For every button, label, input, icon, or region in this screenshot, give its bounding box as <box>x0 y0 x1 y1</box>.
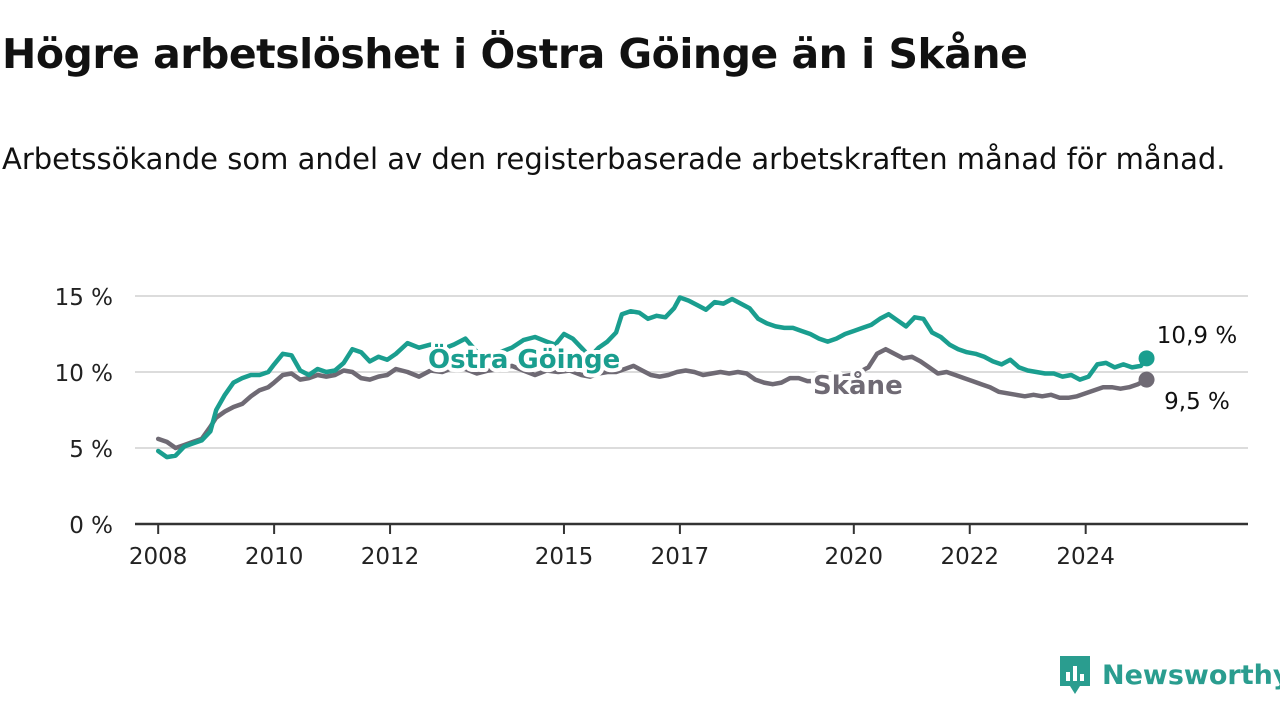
series-end-label: 9,5 % <box>1164 389 1230 415</box>
series-line <box>155 295 1149 460</box>
x-tick-label: 2020 <box>825 544 884 570</box>
y-tick-label: 10 % <box>55 361 113 387</box>
series-line <box>155 346 1149 451</box>
y-tick-label: 5 % <box>69 437 113 463</box>
chart-title: Högre arbetslöshet i Östra Göinge än i S… <box>2 30 1028 78</box>
x-tick-label: 2015 <box>535 544 594 570</box>
y-tick-label: 15 % <box>55 285 113 311</box>
x-tick-label: 2022 <box>940 544 999 570</box>
x-tick-label: 2008 <box>129 544 188 570</box>
series-name-label: Östra Göinge <box>428 342 620 375</box>
y-tick-label: 0 % <box>69 513 113 539</box>
x-tick-label: 2010 <box>245 544 304 570</box>
x-tick-label: 2012 <box>361 544 420 570</box>
chart-subtitle: Arbetssökande som andel av den registerb… <box>2 142 1226 176</box>
x-tick-label: 2017 <box>651 544 710 570</box>
label-layer: Östra Göinge Skåne 10,9 % 9,5 % <box>424 320 1240 418</box>
axis-layer: 0 % 5 % 10 % 15 % 2008 2010 2012 2015 2017 2020 20… <box>55 285 1248 570</box>
x-tick-label: 2024 <box>1056 544 1115 570</box>
brand: Newsworthy <box>1058 654 1280 696</box>
series-end-label: 10,9 % <box>1157 323 1237 349</box>
series-end-point <box>1138 350 1155 367</box>
series-layer <box>155 295 1155 460</box>
newsworthy-logo-icon <box>1060 656 1090 694</box>
brand-name: Newsworthy <box>1102 659 1280 691</box>
series-name-label: Skåne <box>813 369 903 401</box>
series-end-point <box>1138 371 1155 388</box>
